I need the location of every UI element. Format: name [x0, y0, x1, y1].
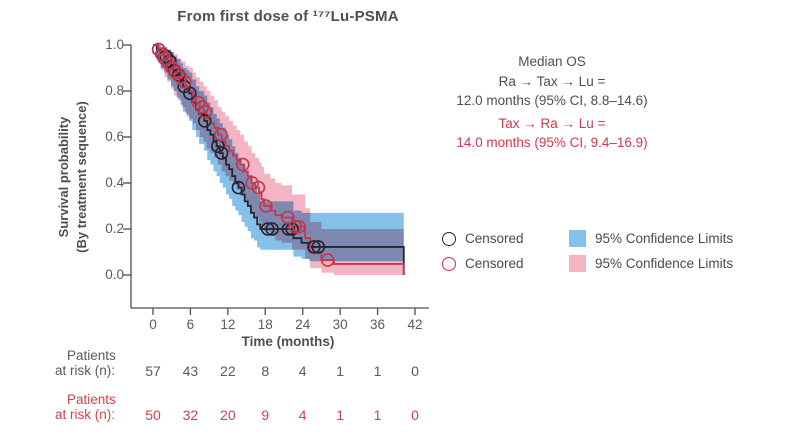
annotation-heading: Median OS — [518, 54, 586, 69]
x-tick-label: 24 — [295, 317, 311, 332]
risk-row2-label-line2: at risk (n): — [55, 407, 116, 422]
risk-count-row2: 1 — [336, 407, 345, 423]
risk-count-row1: 0 — [411, 363, 419, 379]
x-tick-label: 0 — [149, 317, 157, 332]
x-axis-title: Time (months) — [241, 334, 335, 349]
risk-count-row2: 0 — [411, 407, 419, 423]
censor-mark-black — [307, 240, 321, 254]
censor-mark-red — [165, 61, 180, 75]
x-tick-label: 36 — [370, 317, 386, 332]
annotation-group2-name: Tax → Ra → Lu = — [498, 115, 606, 131]
risk-count-row1: 22 — [220, 363, 236, 379]
censor-mark-red — [292, 219, 306, 234]
censor-mark-red — [173, 70, 188, 84]
risk-count-row2: 4 — [298, 407, 307, 423]
annotation-group1-value: 12.0 months (95% CI, 8.8–14.6) — [456, 93, 648, 108]
censor-mark-black — [183, 86, 197, 101]
ci-swatch-pink-icon — [569, 255, 586, 272]
legend-ci-pink-label: 95% Confidence Limits — [595, 256, 734, 271]
censor-mark-black — [260, 222, 275, 236]
censor-mark-red — [280, 210, 295, 225]
censor-mark-black — [231, 180, 246, 195]
censor-mark-black — [197, 114, 212, 128]
censor-mark-red — [198, 104, 213, 119]
legend: Censored 95% Confidence Limits Censored … — [442, 226, 733, 276]
risk-count-row1: 43 — [182, 363, 199, 379]
risk-count-row1: 1 — [373, 363, 382, 379]
risk-row1-label-line1: Patients — [67, 348, 116, 363]
x-tick-label: 30 — [332, 317, 348, 332]
censor-mark-red — [161, 56, 176, 71]
risk-count-row2: 50 — [145, 407, 161, 423]
censor-mark-black — [285, 222, 299, 236]
annotation-group1-name: Ra → Tax → Lu = — [498, 73, 606, 89]
x-tick-label: 18 — [257, 317, 273, 332]
censor-mark-black — [214, 146, 229, 160]
risk-row1-label-line2: at risk (n): — [55, 363, 116, 378]
censor-mark-red — [214, 127, 228, 142]
x-tick-label: 12 — [220, 317, 236, 332]
ci-band-pink — [153, 45, 404, 275]
censor-mark-red — [169, 65, 183, 80]
x-tick-label: 6 — [186, 317, 195, 332]
risk-count-row2: 1 — [373, 407, 382, 423]
median-os-annotation: Median OS Ra → Tax → Lu = 12.0 months (9… — [402, 52, 702, 153]
y-tick-label: 1.0 — [105, 37, 124, 52]
risk-count-row2: 20 — [220, 407, 236, 423]
y-tick-label: 0.0 — [105, 267, 124, 282]
censor-mark-red — [320, 253, 335, 267]
censor-mark-red — [288, 219, 303, 234]
y-tick-label: 0.6 — [105, 129, 124, 144]
chart-title: From first dose of ¹⁷⁷Lu-PSMA — [177, 8, 399, 25]
risk-count-row1: 8 — [261, 363, 270, 379]
censor-mark-red — [178, 75, 192, 89]
censored-marker-black-icon — [442, 231, 456, 246]
ci-swatch-blue-icon — [569, 230, 586, 247]
annotation-group2-value: 14.0 months (95% CI, 9.4–16.9) — [456, 135, 648, 150]
risk-count-row1: 1 — [336, 363, 345, 379]
y-tick-label: 0.8 — [105, 83, 124, 98]
legend-ci-blue-label: 95% Confidence Limits — [595, 231, 734, 246]
censor-mark-black — [265, 222, 279, 236]
risk-count-row1: 4 — [298, 363, 307, 379]
x-tick-label: 42 — [407, 317, 423, 332]
legend-censored-black-label: Censored — [465, 231, 524, 246]
censor-mark-red — [236, 157, 250, 172]
legend-censored-red-label: Censored — [465, 256, 524, 271]
y-tick-label: 0.4 — [105, 175, 124, 190]
legend-row-1: Censored 95% Confidence Limits — [442, 226, 733, 251]
risk-row2-label-line1: Patients — [67, 392, 116, 407]
censor-mark-black — [311, 240, 326, 254]
censor-mark-red — [251, 180, 266, 195]
y-tick-label: 0.2 — [105, 221, 124, 236]
risk-count-row1: 57 — [145, 363, 161, 379]
legend-row-2: Censored 95% Confidence Limits — [442, 251, 733, 276]
risk-count-row2: 9 — [261, 407, 270, 423]
censor-mark-red — [191, 95, 206, 110]
censor-mark-red — [259, 199, 273, 213]
risk-count-row2: 32 — [182, 407, 199, 423]
censor-mark-red — [158, 51, 172, 66]
censored-marker-red-icon — [442, 256, 456, 271]
